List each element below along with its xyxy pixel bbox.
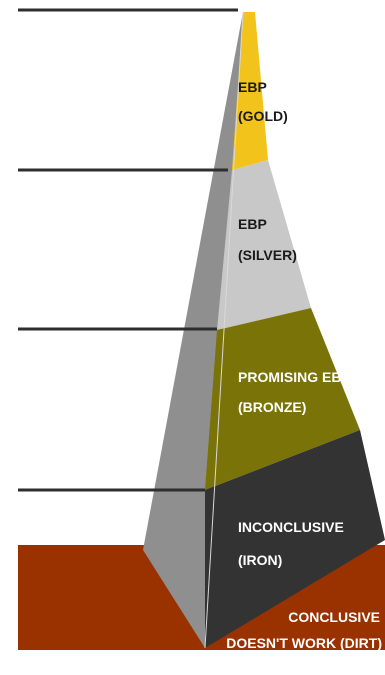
tier-iron-band [205, 430, 385, 648]
tier-iron-label-line1: INCONCLUSIVE [238, 519, 344, 535]
ground-label-line1: CONCLUSIVE [288, 609, 380, 625]
tier-silver-band [217, 160, 311, 330]
pyramid-edge-lines [204, 11, 244, 649]
tier-silver-label-line1: EBP [238, 216, 267, 232]
tier-gold-label-line2: (GOLD) [238, 108, 288, 124]
tier-iron-label-line2: (IRON) [238, 552, 282, 568]
tier-gold-label-line1: EBP [238, 79, 267, 95]
tier-bronze-label-line1: PROMISING EBP [238, 369, 351, 385]
ground-label-line2: DOESN'T WORK (DIRT) [226, 635, 382, 651]
tier-bronze-label-line2: (BRONZE) [238, 399, 306, 415]
tier-bronze-band [205, 308, 360, 490]
tier-silver-label-line2: (SILVER) [238, 247, 297, 263]
